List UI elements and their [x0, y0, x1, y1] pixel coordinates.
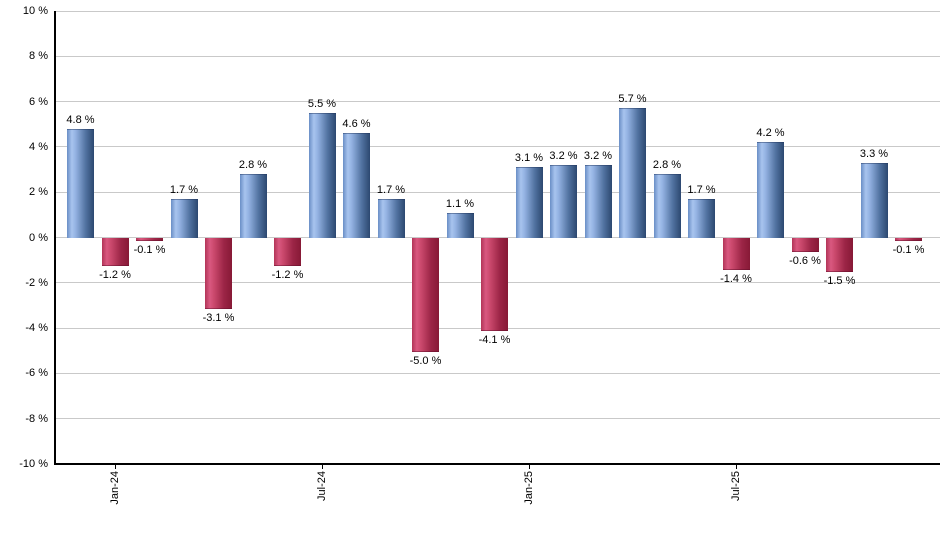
- bar-Feb-24: [136, 237, 163, 241]
- y-tick-label--8: -8 %: [25, 412, 48, 425]
- x-tick-label-Jan-25: Jan-25: [523, 471, 535, 505]
- y-tick-label-8: 8 %: [29, 50, 48, 63]
- bar-value-label-Apr-24: -3.1 %: [202, 311, 235, 324]
- bar-May-24: [239, 174, 267, 239]
- gridline-2: [55, 191, 940, 193]
- bar-Nov-24: [446, 212, 474, 239]
- bar-Aug-25: [757, 142, 784, 239]
- x-tick-mark-Jan-24: [114, 464, 116, 469]
- bar-value-label-Nov-24: 1.1 %: [445, 197, 475, 210]
- bar-Jan-24: [101, 237, 129, 266]
- bar-Sep-25: [791, 237, 819, 253]
- x-tick-mark-Jan-25: [528, 464, 530, 469]
- bar-Sep-24: [377, 198, 405, 239]
- bar-value-label-Jul-24: 5.5 %: [307, 97, 337, 110]
- gridline-10: [55, 10, 940, 12]
- bar-Apr-25: [619, 108, 646, 239]
- bar-value-label-Sep-24: 1.7 %: [376, 183, 406, 196]
- bar-Aug-24: [343, 133, 370, 239]
- y-tick-label-10: 10 %: [22, 5, 48, 17]
- bar-value-label-Dec-24: -4.1 %: [478, 334, 511, 347]
- bar-value-label-Dec-25: -0.1 %: [892, 243, 925, 256]
- bar-value-label-Aug-25: 4.2 %: [756, 127, 785, 140]
- y-tick-label--6: -6 %: [25, 367, 48, 380]
- x-axis-line: [54, 463, 940, 465]
- bar-Jul-25: [722, 237, 750, 271]
- bar-value-label-Jul-25: -1.4 %: [720, 273, 752, 286]
- bar-Jul-24: [308, 112, 336, 239]
- gridline-6: [55, 101, 940, 103]
- bar-Jun-24: [274, 237, 301, 266]
- gridline-4: [55, 146, 940, 148]
- x-tick-label-Jul-25: Jul-25: [730, 471, 742, 501]
- y-tick-label--10: -10 %: [19, 458, 48, 470]
- bar-value-label-Jun-24: -1.2 %: [271, 268, 304, 281]
- gridline--8: [55, 418, 940, 420]
- bar-Apr-24: [205, 237, 232, 309]
- y-tick-label-6: 6 %: [29, 95, 48, 108]
- bar-Dec-23: [67, 128, 94, 239]
- bar-value-label-May-24: 2.8 %: [238, 159, 268, 172]
- bar-value-label-Aug-24: 4.6 %: [342, 118, 371, 131]
- bar-Jun-25: [688, 198, 715, 239]
- bar-value-label-Jan-24: -1.2 %: [99, 268, 131, 281]
- bar-value-label-Apr-25: 5.7 %: [618, 93, 647, 106]
- bar-value-label-Feb-25: 3.2 %: [549, 150, 578, 163]
- y-tick-label--2: -2 %: [25, 276, 48, 289]
- bar-value-label-Sep-25: -0.6 %: [789, 255, 821, 268]
- bar-value-label-Dec-23: 4.8 %: [66, 113, 95, 126]
- bar-May-25: [653, 174, 681, 239]
- bar-Feb-25: [550, 165, 577, 239]
- y-tick-label-2: 2 %: [29, 186, 48, 199]
- x-tick-label-Jul-24: Jul-24: [316, 471, 328, 501]
- bar-Dec-24: [481, 237, 508, 332]
- x-tick-mark-Jul-25: [735, 464, 737, 469]
- bar-value-label-Jun-25: 1.7 %: [687, 183, 716, 196]
- bar-Mar-24: [170, 198, 198, 239]
- bar-Oct-25: [826, 237, 853, 273]
- bar-value-label-Mar-24: 1.7 %: [169, 183, 199, 196]
- x-tick-label-Jan-24: Jan-24: [109, 471, 121, 505]
- y-tick-label-0: 0 %: [29, 231, 48, 244]
- bar-value-label-Oct-24: -5.0 %: [409, 354, 442, 367]
- bar-value-label-Jan-25: 3.1 %: [514, 152, 544, 165]
- gridline-8: [55, 55, 940, 57]
- y-tick-label-4: 4 %: [29, 140, 48, 153]
- bar-Nov-25: [860, 162, 888, 239]
- x-tick-mark-Jul-24: [321, 464, 323, 469]
- bar-value-label-Mar-25: 3.2 %: [583, 150, 613, 163]
- y-tick-label--4: -4 %: [25, 322, 48, 335]
- bar-value-label-May-25: 2.8 %: [652, 159, 682, 172]
- bar-Jan-25: [515, 167, 543, 239]
- bar-value-label-Feb-24: -0.1 %: [133, 243, 166, 256]
- bar-Mar-25: [584, 165, 612, 239]
- bar-Dec-25: [895, 237, 922, 241]
- bar-value-label-Nov-25: 3.3 %: [859, 147, 889, 160]
- bar-Oct-24: [412, 237, 439, 352]
- y-axis-line: [54, 11, 56, 464]
- gridline--6: [55, 372, 940, 374]
- bar-value-label-Oct-25: -1.5 %: [823, 275, 856, 288]
